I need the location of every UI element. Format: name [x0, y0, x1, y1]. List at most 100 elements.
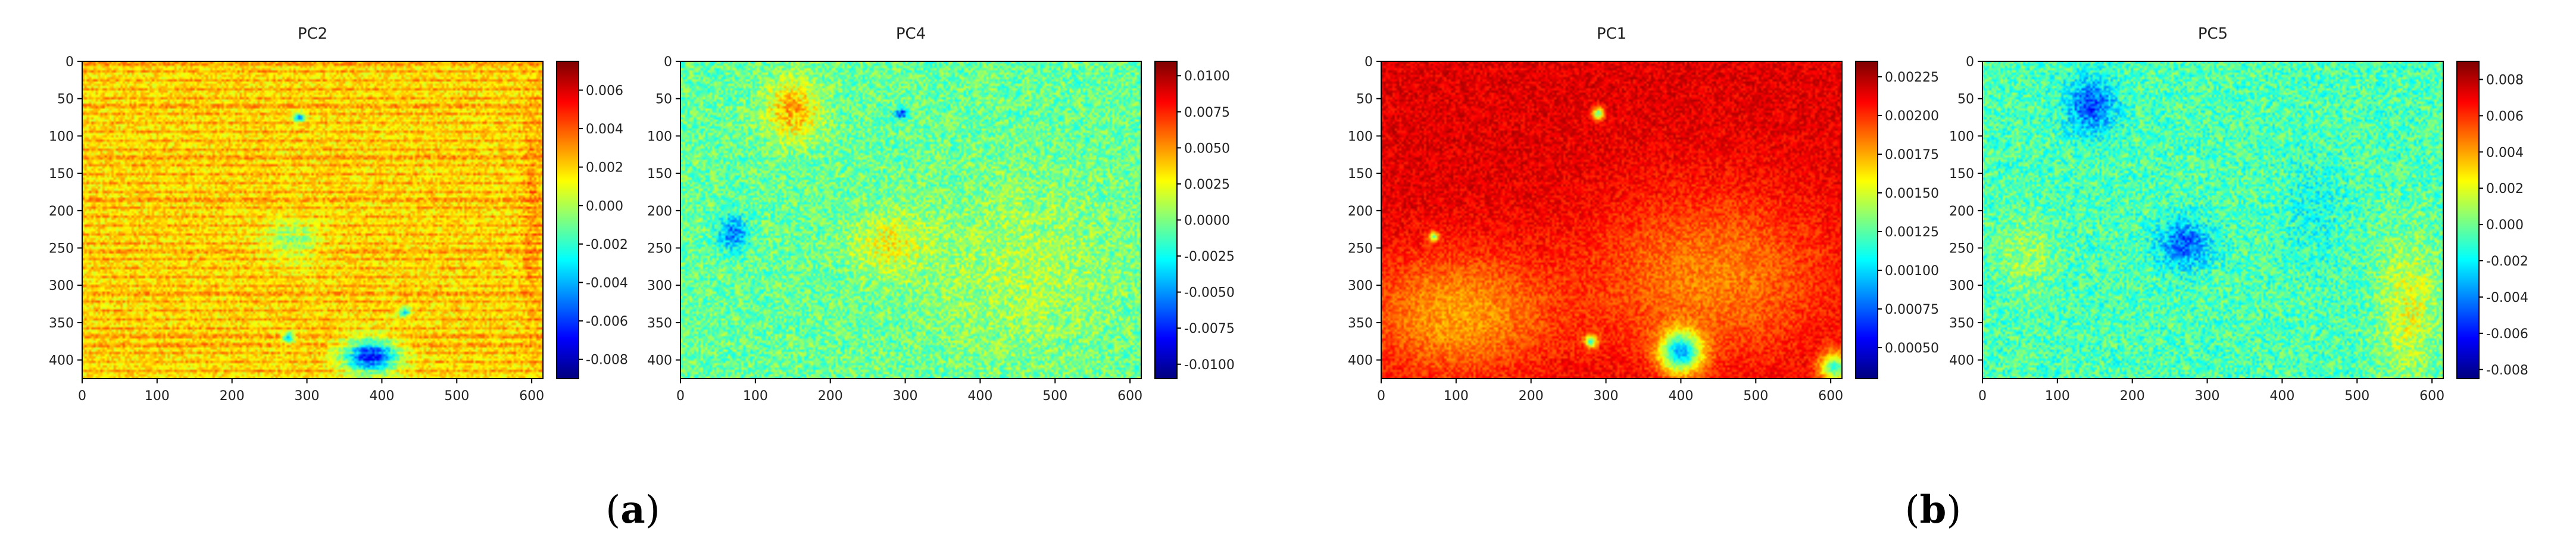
- x-tick-label: 500: [1743, 389, 1768, 404]
- colorbar-tick-label: 0.0075: [1184, 105, 1230, 120]
- colorbar-frame: [556, 61, 579, 379]
- y-tick-label: 50: [1957, 92, 1974, 107]
- colorbar-tick-label: -0.0050: [1184, 286, 1235, 301]
- chart-title: PC2: [298, 25, 327, 43]
- chart-title: PC5: [2198, 25, 2228, 43]
- y-tick-label: 300: [49, 279, 74, 293]
- colorbar-tick-label: -0.004: [586, 276, 628, 291]
- colorbar-tick-label: 0.002: [2486, 182, 2524, 196]
- colorbar-tick-label: 0.00075: [1885, 302, 1939, 317]
- y-tick-label: 350: [647, 316, 672, 331]
- chart-title: PC4: [896, 25, 926, 43]
- colorbar-tick-label: -0.006: [586, 314, 628, 329]
- colorbar-gradient: [2457, 61, 2479, 379]
- x-tick-label: 500: [1042, 389, 1067, 404]
- y-tick-label: 50: [57, 92, 74, 107]
- x-tick-label: 300: [2195, 389, 2220, 404]
- colorbar-tick-label: 0.000: [586, 199, 623, 214]
- plot-frame: [680, 61, 1142, 379]
- y-tick-label: 200: [647, 204, 672, 219]
- y-tick-label: 200: [49, 204, 74, 219]
- colorbar-tick-label: 0.00200: [1885, 109, 1939, 124]
- y-tick-label: 350: [1348, 316, 1373, 331]
- colorbar-tick-label: 0.002: [586, 161, 623, 176]
- x-tick-label: 600: [519, 389, 544, 404]
- panel-label-b: (b): [1905, 488, 1962, 532]
- y-tick-label: 400: [49, 354, 74, 368]
- x-tick-label: 400: [2269, 389, 2294, 404]
- colorbar-frame: [2456, 61, 2480, 379]
- y-tick-label: 150: [1348, 167, 1373, 182]
- y-tick-label: 200: [1348, 204, 1373, 219]
- colorbar-tick-label: -0.006: [2486, 327, 2528, 342]
- x-tick-label: 0: [1978, 389, 1987, 404]
- heatmap-image: [1982, 61, 2443, 379]
- x-tick-label: 600: [1117, 389, 1142, 404]
- colorbar-gradient: [1155, 61, 1177, 379]
- x-tick-label: 600: [2419, 389, 2444, 404]
- colorbar-tick-label: 0.00225: [1885, 70, 1939, 85]
- colorbar-tick-label: -0.008: [586, 353, 628, 368]
- heatmap-pc5: PC5 0 100 200 300 400 500 600 0 50 100 150 200 250 300…: [1949, 25, 2528, 404]
- x-tick-label: 300: [893, 389, 918, 404]
- colorbar-tick-label: -0.008: [2486, 363, 2528, 378]
- x-tick-label: 500: [444, 389, 469, 404]
- y-tick-label: 250: [647, 242, 672, 257]
- y-tick-label: 150: [49, 167, 74, 182]
- colorbar-tick-label: 0.0100: [1184, 69, 1230, 84]
- heatmap-pc2: PC2 0 100 200 300 400 500 600 0 50 100 150 200 250 300…: [49, 25, 628, 404]
- x-tick-label: 100: [1444, 389, 1469, 404]
- y-tick-label: 300: [1348, 279, 1373, 293]
- x-tick-label: 100: [743, 389, 768, 404]
- x-tick-label: 400: [1668, 389, 1693, 404]
- heatmap-image: [82, 61, 543, 379]
- y-tick-label: 350: [1949, 316, 1974, 331]
- heatmap-image: [1381, 61, 1842, 379]
- y-tick-label: 300: [1949, 279, 1974, 293]
- colorbar-gradient: [1856, 61, 1878, 379]
- y-tick-label: 100: [49, 129, 74, 144]
- colorbar-tick-label: 0.00100: [1885, 264, 1939, 279]
- x-tick-label: 200: [2120, 389, 2145, 404]
- y-tick-label: 0: [65, 55, 74, 70]
- y-tick-label: 150: [647, 167, 672, 182]
- colorbar-tick-label: 0.00050: [1885, 341, 1939, 356]
- colorbar-tick-label: 0.00125: [1885, 225, 1939, 240]
- colorbar-tick-label: 0.0025: [1184, 177, 1230, 192]
- y-tick-label: 200: [1949, 204, 1974, 219]
- x-tick-label: 0: [1377, 389, 1385, 404]
- colorbar-tick-label: -0.002: [2486, 254, 2528, 269]
- chart-title: PC1: [1597, 25, 1626, 43]
- plot-frame: [82, 61, 544, 379]
- y-tick-label: 100: [647, 129, 672, 144]
- x-tick-label: 0: [676, 389, 685, 404]
- plot-frame: [1381, 61, 1843, 379]
- y-tick-label: 0: [1365, 55, 1373, 70]
- y-tick-label: 400: [647, 354, 672, 368]
- x-tick-label: 200: [1519, 389, 1544, 404]
- colorbar-tick-label: -0.004: [2486, 291, 2528, 305]
- y-tick-label: 400: [1949, 354, 1974, 368]
- x-tick-label: 300: [1594, 389, 1619, 404]
- heatmap-image: [680, 61, 1141, 379]
- y-tick-label: 50: [655, 92, 672, 107]
- colorbar-tick-label: 0.006: [2486, 109, 2524, 124]
- y-tick-label: 100: [1949, 129, 1974, 144]
- x-tick-label: 400: [967, 389, 992, 404]
- colorbar-tick-label: 0.008: [2486, 73, 2524, 88]
- y-tick-label: 400: [1348, 354, 1373, 368]
- panel-label-a: (a): [605, 488, 660, 532]
- colorbar-tick-label: -0.0025: [1184, 249, 1235, 264]
- colorbar-frame: [1855, 61, 1878, 379]
- colorbar-tick-label: 0.004: [586, 122, 623, 137]
- y-tick-label: 250: [1348, 242, 1373, 257]
- heatmap-pc1: PC1 0 100 200 300 400 500 600 0 50 100 150 200 250 300…: [1348, 25, 1939, 404]
- x-tick-label: 200: [818, 389, 843, 404]
- x-tick-label: 200: [220, 389, 245, 404]
- x-tick-label: 300: [295, 389, 320, 404]
- x-tick-label: 500: [2344, 389, 2369, 404]
- colorbar-tick-label: -0.0100: [1184, 358, 1235, 373]
- y-tick-label: 300: [647, 279, 672, 293]
